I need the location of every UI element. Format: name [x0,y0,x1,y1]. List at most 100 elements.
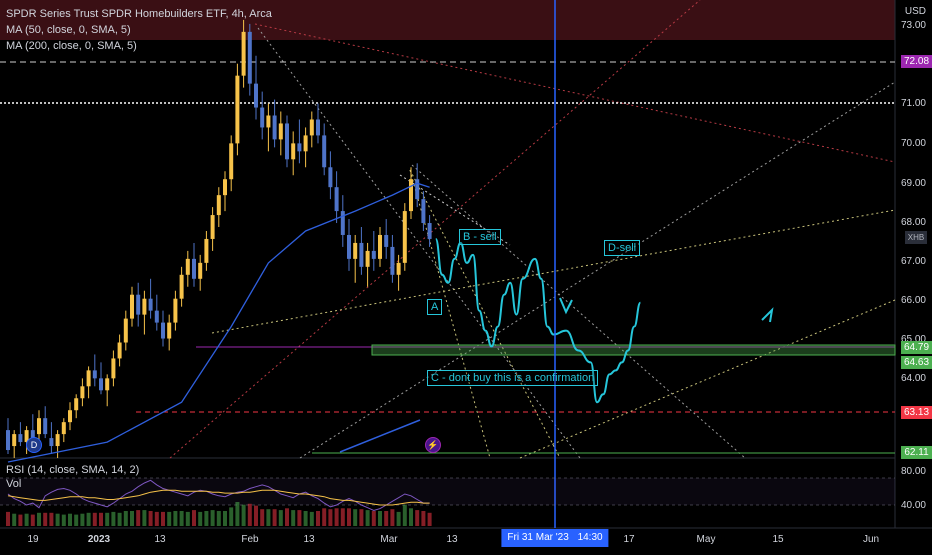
drawing-trendlines[interactable] [169,0,896,459]
rsi-tick-40: 40.00 [900,500,926,511]
yellow-fan-line-2[interactable] [409,169,561,459]
annotation-d[interactable]: D-sell [604,240,641,256]
volume-bars [6,502,432,526]
candle-body [378,234,382,259]
gray-fan-line-1[interactable] [257,27,581,459]
candle-body [105,378,110,391]
price-tag-72-08[interactable]: 72.08 [901,55,932,68]
x-tick-13-jan: 13 [154,534,166,545]
ma200-legend[interactable]: MA (200, close, 0, SMA, 5) [6,40,137,52]
symbol-title[interactable]: SPDR Series Trust SPDR Homebuilders ETF,… [6,8,272,20]
x-tick-mar: Mar [380,534,398,545]
volume-bar [328,509,333,526]
candle-body [6,430,10,451]
ma50-legend[interactable]: MA (50, close, 0, SMA, 5) [6,24,131,36]
volume-bar [334,508,339,526]
volume-bar [136,510,141,526]
volume-bar [402,504,407,526]
projection-path[interactable] [434,238,642,404]
x-tick-13-feb: 13 [303,534,315,545]
volume-bar [185,511,190,526]
candle-body [179,274,184,299]
y-tick-73: 73.00 [900,20,926,31]
volume-bar [173,511,178,526]
volume-bar [161,511,165,526]
candle-body [204,238,209,263]
x-tick-jun: Jun [862,534,880,545]
candle-body [148,298,153,311]
volume-bar [111,511,116,526]
candle-body [167,322,172,339]
demand-zone[interactable] [371,344,896,356]
candle-body [384,234,389,247]
candle-body [30,430,35,439]
gray-fan-line-2[interactable] [411,164,746,459]
volume-bar [55,513,60,526]
x-tick-19: 19 [27,534,39,545]
volume-bar [297,510,302,526]
candle-body [347,234,351,259]
rsi-tick-80: 80.00 [900,466,926,477]
candle-body [278,123,283,140]
candle-body [390,246,395,275]
candle-body [86,370,91,387]
price-tag-64-79[interactable]: 64.79 [901,341,932,354]
candle-body [49,438,54,447]
horizontal-levels[interactable] [0,61,896,454]
y-tick-69: 69.00 [900,178,926,189]
candle-body [37,418,41,435]
candle-body [154,310,159,323]
volume-bar [210,510,215,526]
candle-body [266,115,271,128]
annotation-b[interactable]: B - sell [459,229,501,245]
red-resistance-line[interactable] [254,23,896,163]
volume-bar [123,511,128,526]
candle-body [303,135,308,152]
price-tag-63-13[interactable]: 63.13 [901,406,932,419]
vol-legend-label[interactable]: Vol [6,478,22,490]
volume-bar [154,511,159,526]
candle-body [117,342,122,359]
candle-body [92,370,97,379]
candle-body [328,167,333,188]
volume-bar [148,511,153,526]
candle-body [322,135,327,168]
gray-rising-line[interactable] [299,81,896,459]
candle-body [402,211,407,263]
volume-bar [371,511,376,526]
candle-body [272,115,277,140]
candle-body [43,418,48,435]
volume-bar [266,509,271,526]
red-support-line[interactable] [169,0,701,459]
volume-bar [390,509,395,526]
volume-bar [309,511,314,526]
volume-bar [167,511,172,526]
alert-zone-band [0,0,895,40]
volume-bar [396,511,401,526]
candle-body [334,187,339,212]
y-tick-65: 65.00 [900,334,926,345]
candle-body [216,195,221,216]
candle-body [55,434,60,447]
annotation-a[interactable]: A [427,299,443,315]
annotation-c[interactable]: C - dont buy this is a confirmation [427,370,599,386]
rsi-legend-label[interactable]: RSI (14, close, SMA, 14, 2) [6,464,140,476]
price-tag-64-63[interactable]: 64.63 [901,356,932,369]
volume-bar [316,511,320,526]
volume-bar [322,508,327,526]
chart-legend: SPDR Series Trust SPDR Homebuilders ETF,… [6,6,272,54]
candle-body [371,250,376,259]
price-tag-62-11[interactable]: 62.11 [901,446,932,459]
crosshair-time: 14:30 [577,532,603,543]
yellow-rising-line[interactable] [211,209,896,334]
split-marker[interactable]: ⚡ [425,437,441,453]
rsi-pane [0,477,895,526]
x-tick-2023: 2023 [87,534,111,545]
x-tick-17: 17 [623,534,635,545]
x-tick-feb: Feb [241,534,259,545]
dividend-marker[interactable]: D [26,437,42,453]
volume-bar [278,510,283,526]
candle-body [142,298,147,315]
